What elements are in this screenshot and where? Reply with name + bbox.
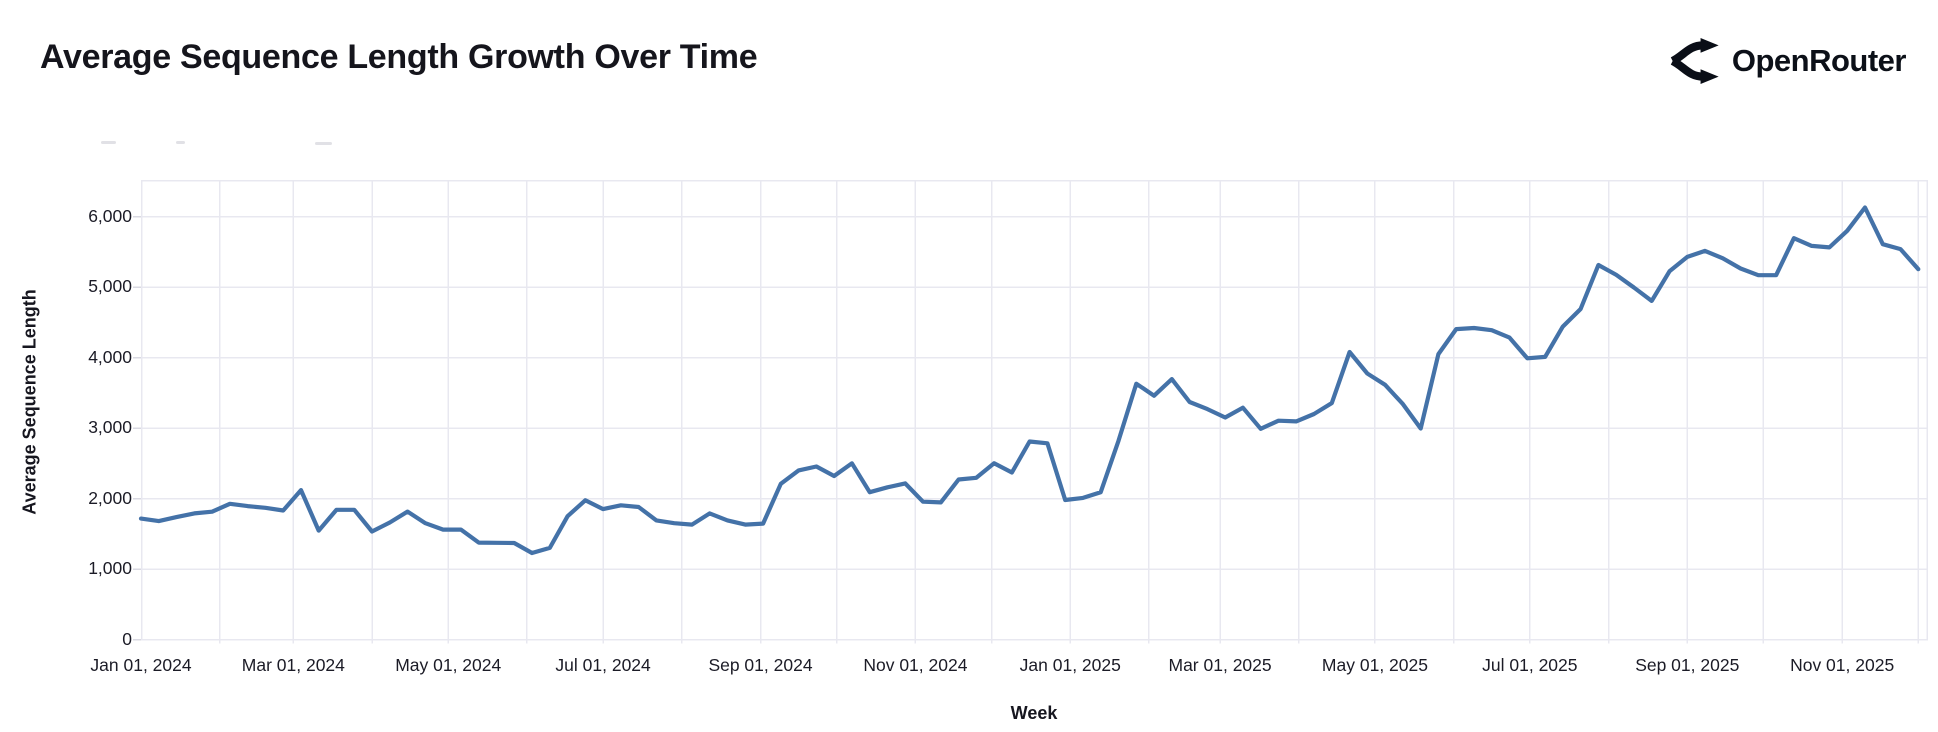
x-tick-label: May 01, 2024 <box>395 655 502 675</box>
x-tick-label: Jul 01, 2025 <box>1482 655 1578 675</box>
x-tick-label: May 01, 2025 <box>1321 655 1428 675</box>
y-tick-label: 6,000 <box>88 205 132 226</box>
x-tick-label: Jan 01, 2024 <box>90 655 192 675</box>
x-axis-title: Week <box>1010 703 1058 723</box>
page-title: Average Sequence Length Growth Over Time <box>40 38 758 76</box>
x-tick-label: Sep 01, 2025 <box>1635 655 1740 675</box>
y-tick-label: 3,000 <box>88 417 132 438</box>
x-tick-label: Mar 01, 2024 <box>241 655 345 675</box>
brand-name: OpenRouter <box>1731 43 1907 78</box>
openrouter-fork-icon <box>1670 38 1719 84</box>
y-tick-label: 0 <box>122 628 132 649</box>
x-tick-label: Mar 01, 2025 <box>1168 655 1272 675</box>
x-tick-label: Nov 01, 2024 <box>863 655 968 675</box>
y-tick-label: 1,000 <box>88 558 132 579</box>
cropped-legend-artifact <box>176 141 185 144</box>
plot-frame <box>141 180 1928 641</box>
cropped-legend-artifact <box>101 141 116 144</box>
x-tick-label: Jul 01, 2024 <box>555 655 651 675</box>
x-tick-label: Sep 01, 2024 <box>708 655 813 675</box>
cropped-legend-artifact <box>315 142 332 145</box>
x-tick-label: Nov 01, 2025 <box>1790 655 1895 675</box>
y-axis-title: Average Sequence Length <box>19 289 40 515</box>
openrouter-logo: OpenRouter <box>1668 38 1907 84</box>
line-chart-plot-area <box>133 180 1928 644</box>
y-tick-label: 4,000 <box>88 346 132 367</box>
data-line-average-sequence-length <box>138 205 1921 556</box>
x-tick-label: Jan 01, 2025 <box>1019 655 1121 675</box>
y-tick-label: 5,000 <box>88 276 132 297</box>
y-tick-label: 2,000 <box>88 487 132 508</box>
